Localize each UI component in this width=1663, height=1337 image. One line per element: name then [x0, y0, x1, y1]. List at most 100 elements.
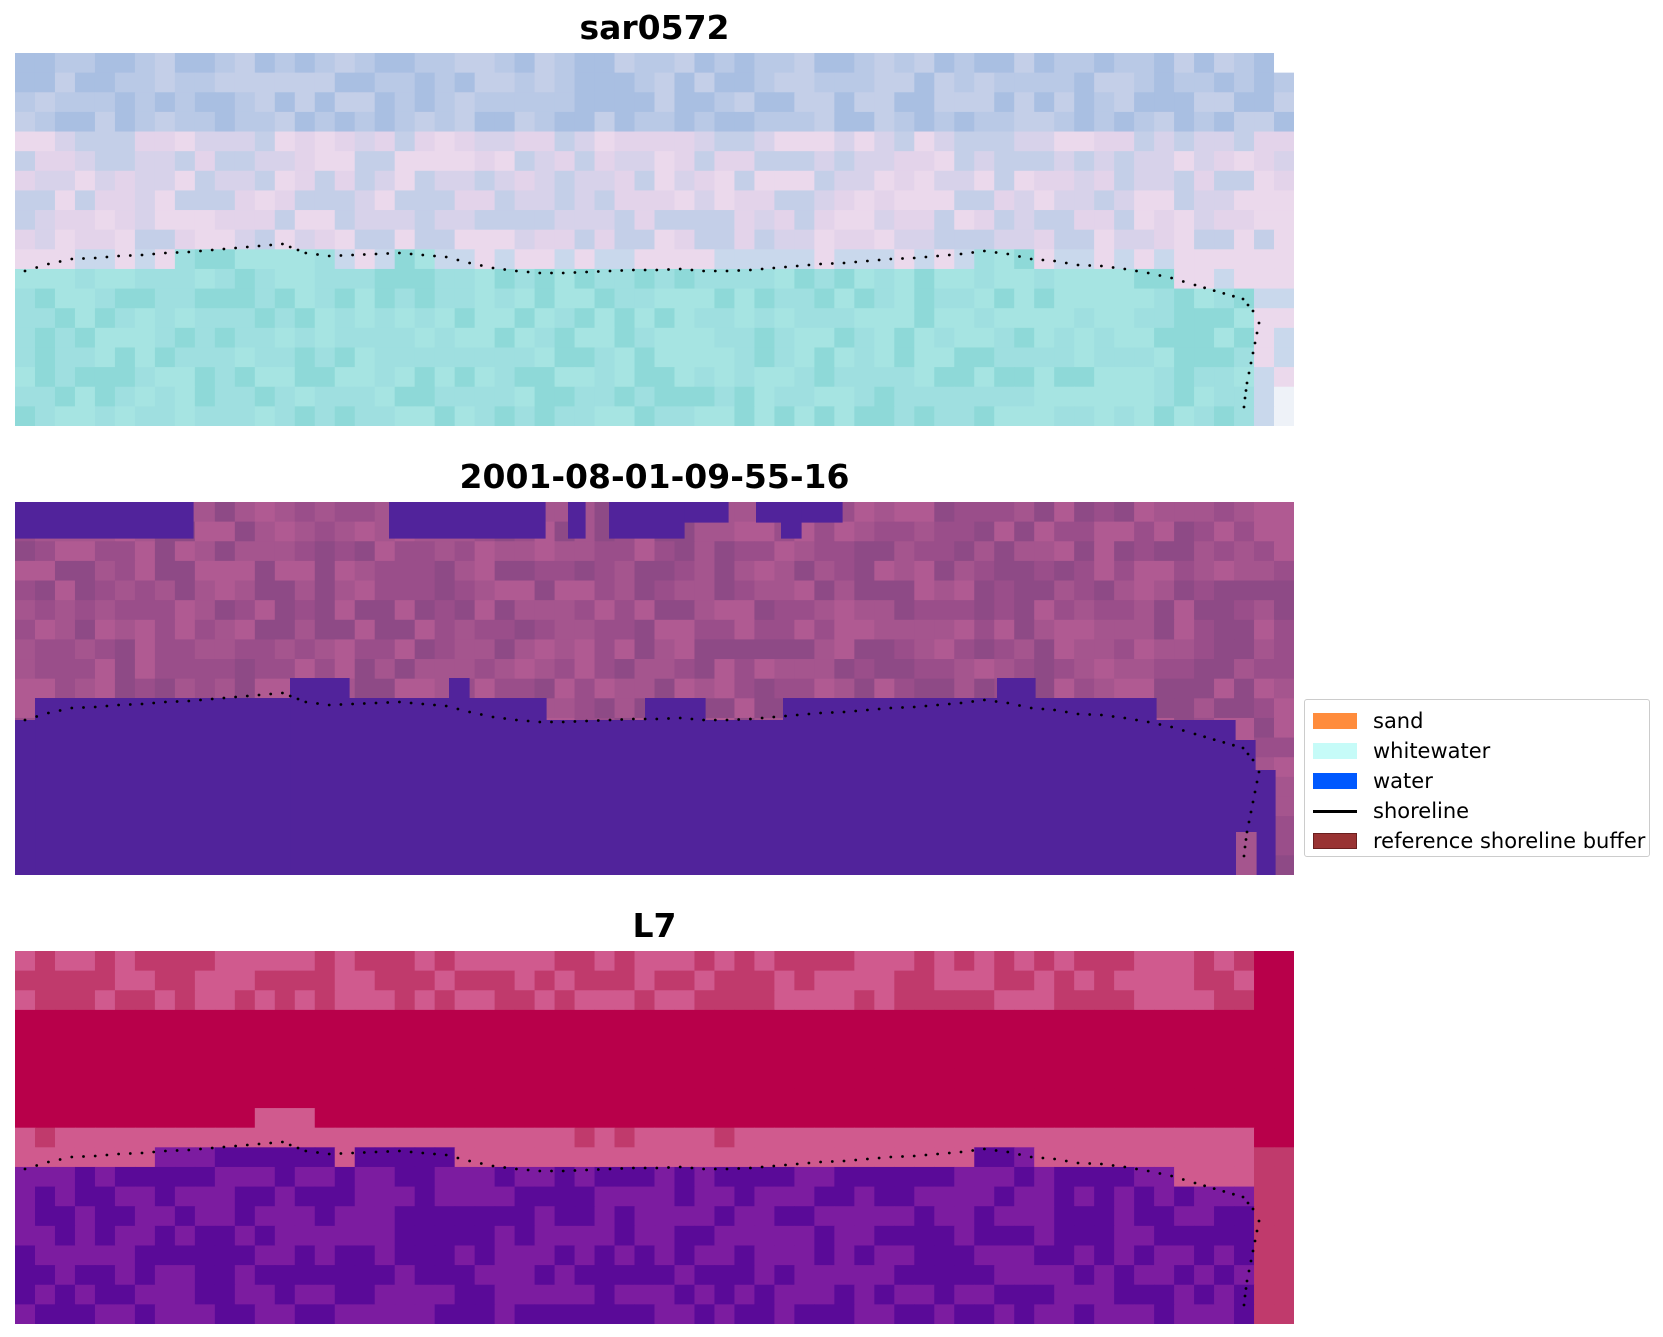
image-pixel [74, 639, 96, 660]
image-pixel [914, 659, 935, 680]
image-pixel [54, 1304, 76, 1324]
image-pixel [474, 386, 496, 407]
image-pixel [774, 1049, 795, 1070]
image-pixel [54, 1225, 76, 1247]
image-pixel [934, 619, 955, 641]
image-pixel [834, 170, 855, 192]
image-pixel [1274, 951, 1294, 972]
image-pixel [994, 541, 1015, 562]
image-pixel [794, 190, 815, 211]
image-pixel [314, 92, 336, 113]
image-pixel [1074, 560, 1095, 582]
image-pixel [354, 1206, 376, 1227]
image-pixel [934, 268, 955, 290]
image-pixel [194, 1127, 216, 1148]
shoreline-point [1251, 800, 1255, 804]
image-pixel [94, 327, 116, 349]
image-pixel [774, 1225, 795, 1247]
image-pixel [974, 288, 995, 309]
image-pixel [274, 327, 296, 349]
image-pixel [654, 990, 676, 1011]
image-pixel [134, 386, 156, 407]
image-pixel [1254, 1068, 1275, 1090]
image-pixel [474, 970, 496, 991]
image-pixel [374, 386, 396, 407]
image-pixel [394, 327, 416, 349]
image-pixel [1054, 1265, 1075, 1286]
image-pixel [1134, 970, 1155, 991]
image-pixel [954, 1206, 975, 1227]
image-pixel [894, 1186, 915, 1207]
image-pixel [15, 1265, 36, 1286]
shoreline-point [807, 712, 811, 716]
image-pixel [294, 111, 316, 133]
shoreline-point [140, 253, 144, 257]
image-pixel [1214, 1304, 1235, 1324]
image-pixel [794, 288, 815, 309]
image-pixel [574, 151, 596, 172]
image-pixel [854, 1009, 875, 1031]
image-pixel [794, 1009, 815, 1031]
shoreline-point [210, 248, 214, 252]
image-pixel [254, 327, 276, 349]
image-pixel [994, 970, 1015, 991]
image-pixel [354, 1304, 376, 1324]
shoreline-point [959, 701, 963, 705]
image-pixel [174, 386, 196, 407]
image-pixel [334, 1225, 356, 1247]
shoreline-point [1255, 331, 1259, 335]
image-pixel [94, 249, 116, 270]
image-pixel [514, 1108, 536, 1129]
image-pixel [714, 1245, 736, 1266]
image-pixel [914, 170, 935, 192]
image-pixel [394, 990, 416, 1011]
shoreline-point [257, 1142, 261, 1146]
image-pixel [114, 951, 136, 972]
image-pixel [194, 951, 216, 972]
image-pixel [214, 1304, 236, 1324]
image-pixel [614, 347, 636, 368]
image-pixel [1034, 951, 1055, 972]
image-pixel [954, 170, 975, 192]
image-pixel [314, 1186, 336, 1207]
image-pixel [614, 990, 636, 1011]
image-pixel [1014, 639, 1035, 660]
image-pixel [194, 1088, 216, 1109]
image-pixel [154, 1147, 176, 1168]
image-pixel [794, 1088, 815, 1109]
image-pixel [1034, 1186, 1055, 1207]
image-pixel [1274, 698, 1294, 719]
image-pixel [714, 1166, 736, 1188]
image-pixel [134, 327, 156, 349]
shoreline-point [245, 1143, 249, 1147]
image-pixel [494, 1147, 516, 1168]
shoreline-point [1241, 1195, 1245, 1199]
shoreline-point [515, 269, 518, 273]
water-region [781, 502, 802, 539]
shoreline-point [70, 257, 74, 261]
image-pixel [1034, 347, 1055, 368]
image-pixel [694, 111, 716, 133]
image-pixel [1054, 131, 1075, 152]
image-pixel [414, 327, 436, 349]
image-pixel [814, 386, 835, 407]
image-pixel [34, 229, 56, 250]
image-pixel [1274, 92, 1294, 113]
image-pixel [54, 1284, 76, 1305]
image-pixel [874, 1029, 895, 1050]
image-pixel [1094, 1009, 1115, 1031]
image-pixel [834, 1009, 855, 1031]
image-pixel [1234, 619, 1255, 641]
shoreline-point [1243, 396, 1247, 400]
image-pixel [634, 541, 656, 562]
image-pixel [1274, 541, 1294, 562]
image-pixel [214, 72, 236, 93]
image-pixel [334, 619, 356, 641]
image-pixel [474, 1265, 496, 1286]
image-pixel [614, 190, 636, 211]
shoreline-point [889, 1155, 893, 1159]
image-pixel [854, 639, 875, 660]
image-pixel [94, 1147, 116, 1168]
image-pixel [234, 111, 256, 133]
image-pixel [274, 72, 296, 93]
